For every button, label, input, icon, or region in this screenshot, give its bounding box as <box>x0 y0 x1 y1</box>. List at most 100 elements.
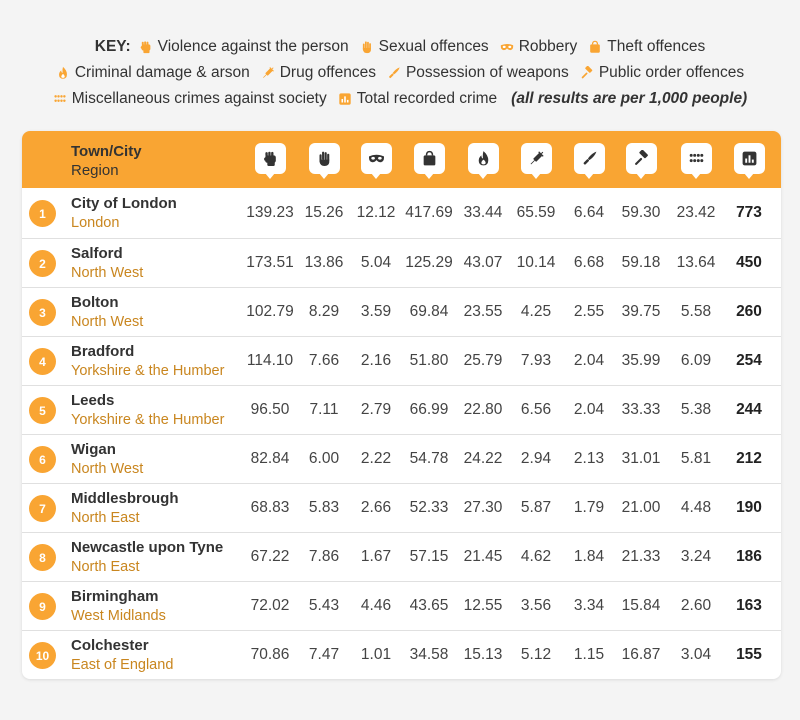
cell-drugs: 2.94 <box>520 450 552 467</box>
region-name: North West <box>71 461 144 477</box>
cell-public_order: 15.84 <box>621 597 661 614</box>
cell-theft: 34.58 <box>409 646 449 663</box>
cell-theft: 54.78 <box>409 450 449 467</box>
table-row: 6 Wigan North West 82.84 6.00 2.22 54.78 24.22 2… <box>22 434 781 483</box>
column-header-sexual <box>308 143 340 179</box>
key-legend: KEY: Violence against the person Sexual … <box>0 34 800 112</box>
cell-weapons: 1.84 <box>573 548 605 565</box>
cell-arson: 27.30 <box>463 499 503 516</box>
cell-sexual: 5.43 <box>308 597 340 614</box>
column-header-arson <box>467 143 499 179</box>
cell-weapons: 2.13 <box>573 450 605 467</box>
cell-arson: 15.13 <box>463 646 503 663</box>
city-name: Newcastle upon Tyne <box>71 539 224 556</box>
city-name: Middlesbrough <box>71 490 179 507</box>
city-name: Salford <box>71 245 123 262</box>
cell-robbery: 1.67 <box>360 548 392 565</box>
cell-total: 450 <box>736 254 762 271</box>
cell-violence: 72.02 <box>250 597 290 614</box>
cell-robbery: 2.22 <box>360 450 392 467</box>
rank-badge: 4 <box>29 348 56 375</box>
cell-misc: 4.48 <box>680 499 712 516</box>
cell-arson: 43.07 <box>463 254 503 271</box>
table-row: 10 Colchester East of England 70.86 7.47 1.01… <box>22 630 781 679</box>
cell-violence: 139.23 <box>246 204 294 221</box>
cell-weapons: 1.79 <box>573 499 605 516</box>
city-name: Birmingham <box>71 588 159 605</box>
cell-public_order: 31.01 <box>621 450 661 467</box>
cell-violence: 96.50 <box>250 401 290 418</box>
column-header-total <box>733 143 765 179</box>
table-row: 9 Birmingham West Midlands 72.02 5.43 4.46 43.… <box>22 581 781 630</box>
region-name: North West <box>71 265 144 281</box>
cell-arson: 23.55 <box>463 303 503 320</box>
key-item-theft: Theft offences <box>588 38 705 56</box>
cell-violence: 114.10 <box>246 352 294 369</box>
crime-table: Town/City Region 1 City of London London 13… <box>22 131 781 679</box>
sexual-hand-icon <box>316 150 333 167</box>
violence-fist-icon <box>139 40 153 54</box>
rank-badge: 9 <box>29 593 56 620</box>
cell-theft: 43.65 <box>409 597 449 614</box>
drug-syringe-icon <box>261 66 275 80</box>
region-name: North East <box>71 559 140 575</box>
cell-misc: 2.60 <box>680 597 712 614</box>
theft-bag-icon <box>421 150 438 167</box>
cell-public_order: 21.00 <box>621 499 661 516</box>
key-item-public-order: Public order offences <box>580 64 744 82</box>
cell-sexual: 8.29 <box>308 303 340 320</box>
key-item-arson: Criminal damage & arson <box>56 64 250 82</box>
cell-weapons: 2.04 <box>573 352 605 369</box>
cell-drugs: 4.62 <box>520 548 552 565</box>
table-row: 1 City of London London 139.23 15.26 12.12 417… <box>22 189 781 238</box>
cell-robbery: 1.01 <box>360 646 392 663</box>
cell-sexual: 7.86 <box>308 548 340 565</box>
cell-total: 773 <box>736 204 762 221</box>
theft-bag-icon <box>588 40 602 54</box>
key-title: KEY: <box>94 38 131 55</box>
rank-badge: 3 <box>29 299 56 326</box>
cell-theft: 125.29 <box>405 254 453 271</box>
cell-weapons: 2.04 <box>573 401 605 418</box>
region-name: East of England <box>71 657 174 673</box>
table-row: 2 Salford North West 173.51 13.86 5.04 125.29 4… <box>22 238 781 287</box>
region-name: Yorkshire & the Humber <box>71 412 225 428</box>
cell-arson: 22.80 <box>463 401 503 418</box>
arson-flame-icon <box>56 66 70 80</box>
cell-weapons: 3.34 <box>573 597 605 614</box>
rank-badge: 2 <box>29 250 56 277</box>
cell-misc: 6.09 <box>680 352 712 369</box>
cell-drugs: 5.87 <box>520 499 552 516</box>
header-label: Town/City Region <box>71 143 142 179</box>
cell-arson: 21.45 <box>463 548 503 565</box>
city-name: City of London <box>71 195 177 212</box>
region-name: North East <box>71 510 140 526</box>
cell-sexual: 7.47 <box>308 646 340 663</box>
cell-drugs: 65.59 <box>516 204 556 221</box>
cell-theft: 66.99 <box>409 401 449 418</box>
cell-total: 163 <box>736 597 762 614</box>
cell-theft: 69.84 <box>409 303 449 320</box>
key-item-drugs: Drug offences <box>261 64 376 82</box>
cell-public_order: 16.87 <box>621 646 661 663</box>
cell-total: 186 <box>736 548 762 565</box>
table-row: 4 Bradford Yorkshire & the Humber 114.10 7.6… <box>22 336 781 385</box>
region-name: London <box>71 215 120 231</box>
cell-robbery: 3.59 <box>360 303 392 320</box>
cell-sexual: 7.11 <box>309 401 339 418</box>
cell-theft: 52.33 <box>409 499 449 516</box>
cell-public_order: 35.99 <box>621 352 661 369</box>
cell-drugs: 7.93 <box>520 352 552 369</box>
city-name: Bradford <box>71 343 135 360</box>
city-name: Bolton <box>71 294 119 311</box>
cell-public_order: 59.30 <box>621 204 661 221</box>
column-header-drugs <box>520 143 552 179</box>
cell-drugs: 5.12 <box>520 646 552 663</box>
column-header-theft <box>413 143 445 179</box>
cell-total: 212 <box>736 450 762 467</box>
cell-robbery: 12.12 <box>356 204 396 221</box>
robbery-mask-icon <box>368 150 385 167</box>
arson-flame-icon <box>475 150 492 167</box>
region-name: North West <box>71 314 144 330</box>
total-chart-icon <box>741 150 758 167</box>
